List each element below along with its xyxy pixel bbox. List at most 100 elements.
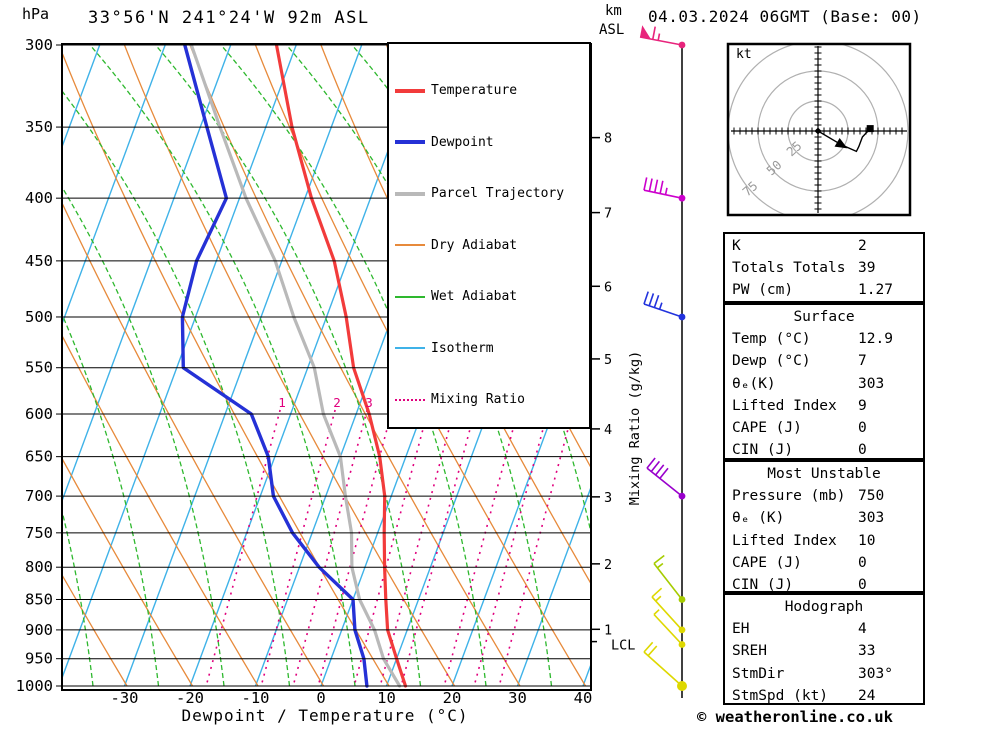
svg-text:-30: -30: [111, 689, 139, 707]
row-value: 303: [858, 375, 885, 392]
row-value: 1.27: [858, 282, 893, 299]
legend-item: Dewpoint: [395, 135, 589, 150]
pressure-axis-unit: hPa: [22, 5, 50, 23]
svg-text:1: 1: [604, 622, 612, 638]
svg-text:4: 4: [604, 422, 612, 438]
table-row: Temp (°C) 12.9: [725, 328, 923, 350]
table-row: PW (cm) 1.27: [725, 279, 923, 301]
table-row: SREH 33: [725, 640, 923, 662]
svg-text:550: 550: [25, 359, 53, 377]
legend-label: Mixing Ratio: [431, 392, 525, 408]
table-row: CAPE (J) 0: [725, 552, 923, 574]
table-title: Most Unstable: [767, 466, 881, 482]
copyright: © weatheronline.co.uk: [697, 708, 893, 726]
svg-text:650: 650: [25, 448, 53, 466]
table-row: StmDir 303°: [725, 663, 923, 685]
svg-text:500: 500: [25, 308, 53, 326]
svg-text:-20: -20: [176, 689, 204, 707]
svg-text:850: 850: [25, 590, 53, 608]
svg-text:600: 600: [25, 405, 53, 423]
row-label: CAPE (J): [732, 554, 802, 571]
row-value: 39: [858, 260, 876, 277]
table-row: θₑ(K) 303: [725, 373, 923, 395]
svg-text:2: 2: [333, 395, 341, 410]
table-row: CIN (J) 0: [725, 439, 923, 461]
row-value: 750: [858, 488, 885, 505]
svg-text:1: 1: [278, 395, 286, 410]
row-label: StmDir: [732, 665, 785, 682]
hodograph-arrow-marker: [834, 137, 848, 149]
legend-label: Isotherm: [431, 340, 494, 356]
asl-axis-unit: ASL: [599, 22, 625, 38]
dry-adiabats: [63, 44, 590, 687]
row-label: EH: [732, 621, 750, 638]
table-row: Lifted Index 10: [725, 530, 923, 552]
hodograph-ring-label: 25: [783, 138, 804, 159]
table-row: EH 4: [725, 618, 923, 640]
legend: Temperature Dewpoint Parcel Trajectory D…: [387, 42, 591, 429]
hodograph-ring-label: 50: [763, 157, 784, 178]
mixing-ratio-axis-title: Mixing Ratio (g/kg): [627, 350, 643, 506]
row-label: θₑ (K): [732, 510, 785, 527]
svg-text:300: 300: [25, 36, 53, 54]
wet-adiabat-line-swatch: [395, 295, 425, 298]
parcel-line-swatch: [395, 191, 425, 196]
wind-barb: [653, 554, 686, 603]
row-value: 303: [858, 510, 885, 527]
svg-text:3: 3: [365, 395, 373, 410]
table-row: StmSpd (kt) 24: [725, 685, 923, 707]
svg-text:700: 700: [25, 487, 53, 505]
row-value: 0: [858, 577, 867, 594]
row-value: 303°: [858, 665, 893, 682]
row-label: Lifted Index: [732, 397, 837, 414]
svg-text:10: 10: [377, 689, 396, 707]
mixing-ratio-lines: [205, 409, 574, 685]
row-value: 0: [858, 442, 867, 459]
run-date: 04.03.2024 06GMT (Base: 00): [648, 7, 922, 26]
row-value: 10: [858, 532, 876, 549]
row-value: 9: [858, 397, 867, 414]
legend-item: Dry Adiabat: [395, 237, 589, 253]
row-value: 7: [858, 353, 867, 370]
table-row: CAPE (J) 0: [725, 417, 923, 439]
row-value: 0: [858, 554, 867, 571]
surface-table: Surface Temp (°C) 12.9 Dewp (°C) 7 θₑ(K) 30…: [723, 303, 925, 460]
svg-text:20: 20: [443, 689, 462, 707]
isotherm-line-swatch: [395, 347, 425, 350]
wind-barb-column: [639, 25, 687, 698]
table-row: θₑ (K) 303: [725, 507, 923, 529]
svg-text:30: 30: [508, 689, 527, 707]
temperature-tick-labels: -30 -20 -10 0 10 20 30 40: [111, 689, 593, 707]
svg-text:8: 8: [604, 131, 612, 147]
legend-label: Wet Adiabat: [431, 289, 518, 305]
legend-label: Temperature: [431, 83, 518, 99]
svg-text:40: 40: [574, 689, 593, 707]
svg-text:2: 2: [604, 557, 612, 573]
most-unstable-table: Most Unstable Pressure (mb) 750 θₑ (K) 303…: [723, 460, 925, 593]
dry-adiabat-line-swatch: [395, 244, 425, 247]
row-value: 12.9: [858, 331, 893, 348]
row-value: 4: [858, 621, 867, 638]
svg-text:950: 950: [25, 650, 53, 668]
table-row: Pressure (mb) 750: [725, 485, 923, 507]
field-lines: [63, 44, 590, 688]
table-row: Totals Totals 39: [725, 257, 923, 279]
row-label: Totals Totals: [732, 260, 846, 277]
hodograph-unit: kt: [736, 47, 752, 62]
wind-barb: [646, 457, 686, 500]
row-label: K: [732, 238, 741, 255]
svg-text:5: 5: [604, 352, 612, 368]
table-title: Hodograph: [784, 599, 864, 615]
hodograph-end-marker: [866, 125, 874, 133]
svg-text:7: 7: [604, 206, 612, 222]
legend-item: Temperature: [395, 83, 589, 99]
legend-label: Dry Adiabat: [431, 237, 518, 253]
hodograph-ring: [728, 44, 909, 215]
x-axis-title: Dewpoint / Temperature (°C): [181, 706, 469, 725]
wind-barb: [651, 587, 686, 634]
